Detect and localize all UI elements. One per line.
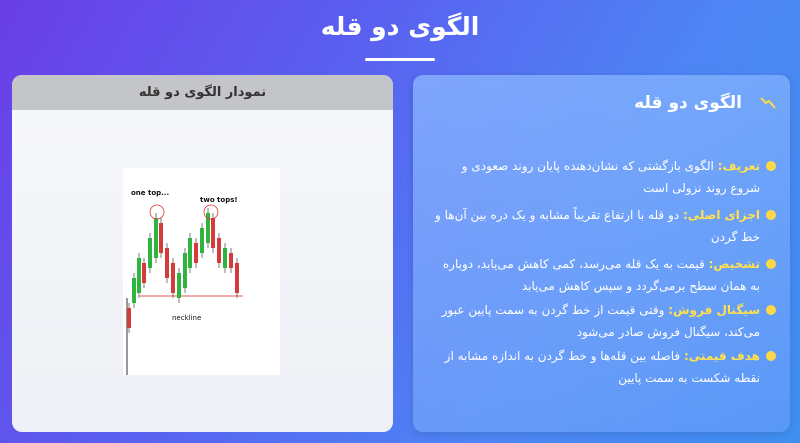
item-text: قیمت به یک قله می‌رسد، کمی کاهش می‌یابد،… <box>442 257 760 293</box>
image-label: one top... <box>131 189 169 197</box>
item-label: سیگنال فروش: <box>668 303 760 317</box>
item-text: الگوی بازگشتی که نشان‌دهنده پایان روند ص… <box>461 159 760 195</box>
item-icon <box>766 210 776 220</box>
info-item: تعریف: الگوی بازگشتی که نشان‌دهنده پایان… <box>430 155 760 199</box>
image-label: two tops! <box>200 196 238 204</box>
page-title: الگوی دو قله <box>320 12 480 41</box>
item-label: تعریف: <box>717 159 760 173</box>
item-label: تشخیص: <box>708 257 760 271</box>
chart-card: نمودار الگوی دو قله <box>12 75 393 432</box>
info-item: تشخیص: قیمت به یک قله می‌رسد، کمی کاهش م… <box>430 253 760 297</box>
item-text: دو قله با ارتفاع تقریباً مشابه و یک دره … <box>434 208 760 244</box>
item-label: هدف قیمتی: <box>683 349 760 363</box>
heading-icon <box>760 97 776 109</box>
card-title: الگوی دو قله <box>634 93 742 113</box>
item-label: اجزای اصلی: <box>682 208 760 222</box>
item-icon <box>766 351 776 361</box>
card-title: نمودار الگوی دو قله <box>12 75 393 110</box>
info-item: اجزای اصلی: دو قله با ارتفاع تقریباً مشا… <box>430 204 760 248</box>
item-text: وقتی قیمت از خط گردن به سمت پایین عبور م… <box>441 303 760 339</box>
item-icon <box>766 259 776 269</box>
image-label: neckline <box>172 314 201 322</box>
info-card: الگوی دو قله تعریف: الگوی بازگشتی که نشا… <box>413 75 790 432</box>
item-icon <box>766 161 776 171</box>
item-text: فاصله بین قله‌ها و خط گردن به اندازه مشا… <box>444 349 760 385</box>
title-underline <box>365 58 435 61</box>
item-icon <box>766 305 776 315</box>
info-item: هدف قیمتی: فاصله بین قله‌ها و خط گردن به… <box>430 345 760 389</box>
info-item: سیگنال فروش: وقتی قیمت از خط گردن به سمت… <box>430 299 760 343</box>
pattern-image: one top... two tops! neckline <box>123 168 280 375</box>
